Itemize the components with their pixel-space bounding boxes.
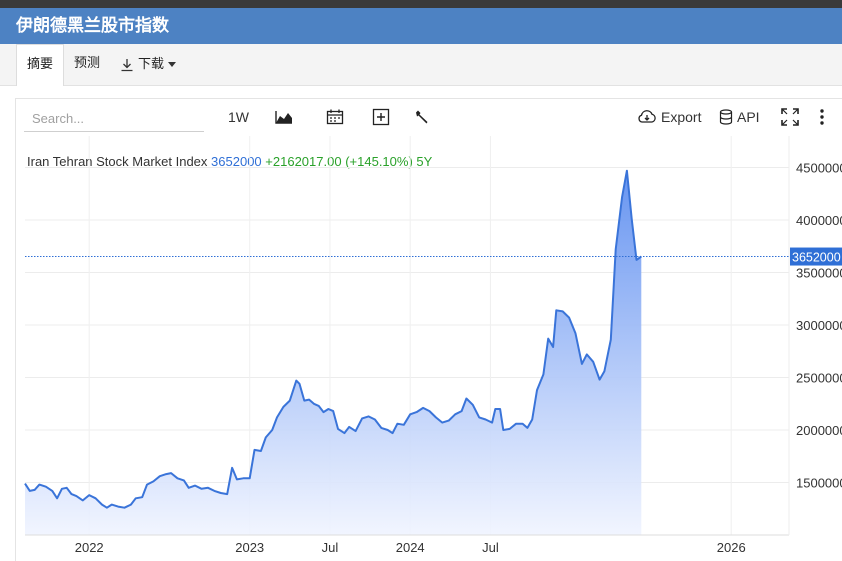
tab-summary[interactable]: 摘要 bbox=[16, 44, 65, 86]
legend-series-name: Iran Tehran Stock Market Index bbox=[27, 154, 208, 169]
chart-legend: Iran Tehran Stock Market Index 3652000 +… bbox=[27, 154, 432, 169]
download-icon bbox=[121, 59, 133, 72]
tab-download[interactable]: 下载 bbox=[120, 44, 177, 86]
y-tick-label: 3000000 bbox=[796, 318, 842, 333]
cloud-download-icon bbox=[638, 110, 656, 123]
last-value-label: 3652000 bbox=[792, 251, 841, 265]
compare-button[interactable] bbox=[372, 105, 390, 129]
y-tick-label: 4000000 bbox=[796, 213, 842, 228]
area-chart-icon bbox=[275, 111, 292, 124]
settings-button[interactable] bbox=[414, 105, 430, 129]
x-tick-label: 2026 bbox=[717, 540, 746, 555]
x-tick-label: Jul bbox=[322, 540, 339, 555]
tab-download-label: 下载 bbox=[138, 57, 165, 72]
legend-change-pct: (+145.10%) bbox=[345, 154, 413, 169]
x-tick-label: 2023 bbox=[235, 540, 264, 555]
api-label: API bbox=[737, 109, 760, 125]
api-button[interactable]: API bbox=[719, 105, 760, 129]
window-top-strip bbox=[0, 0, 842, 8]
plus-box-icon bbox=[372, 108, 390, 126]
calendar-icon bbox=[326, 109, 344, 125]
x-tick-label: 2024 bbox=[396, 540, 425, 555]
export-button[interactable]: Export bbox=[637, 105, 701, 129]
x-tick-label: 2022 bbox=[75, 540, 104, 555]
search-input[interactable] bbox=[24, 106, 204, 132]
x-tick-label: Jul bbox=[482, 540, 499, 555]
wrench-icon bbox=[416, 110, 428, 124]
y-tick-label: 1500000 bbox=[796, 476, 842, 491]
series-area bbox=[25, 170, 642, 535]
chart-type-button[interactable] bbox=[275, 105, 293, 129]
page-title: 伊朗德黑兰股市指数 bbox=[0, 8, 842, 44]
legend-value: 3652000 bbox=[211, 154, 262, 169]
y-tick-label: 2000000 bbox=[796, 423, 842, 438]
tab-forecast[interactable]: 预测 bbox=[74, 56, 101, 71]
caret-down-icon bbox=[168, 62, 177, 67]
y-tick-label: 4500000 bbox=[796, 161, 842, 176]
range-1w-button[interactable]: 1W bbox=[228, 109, 249, 125]
date-range-button[interactable] bbox=[326, 105, 344, 129]
export-label: Export bbox=[661, 109, 702, 125]
chart-toolbar: 1W bbox=[16, 99, 842, 135]
y-tick-label: 3500000 bbox=[796, 266, 842, 281]
series-line bbox=[24, 169, 642, 509]
more-vertical-icon bbox=[820, 109, 824, 125]
fullscreen-icon bbox=[781, 108, 799, 126]
y-tick-label: 2500000 bbox=[796, 371, 842, 386]
database-icon bbox=[719, 109, 733, 125]
last-value-badge bbox=[790, 247, 842, 266]
tab-bar: 摘要 预测 下载 bbox=[0, 44, 842, 86]
legend-change: +2162017.00 bbox=[265, 154, 342, 169]
more-menu-button[interactable] bbox=[819, 105, 825, 129]
legend-period: 5Y bbox=[416, 154, 433, 169]
fullscreen-button[interactable] bbox=[781, 105, 799, 129]
